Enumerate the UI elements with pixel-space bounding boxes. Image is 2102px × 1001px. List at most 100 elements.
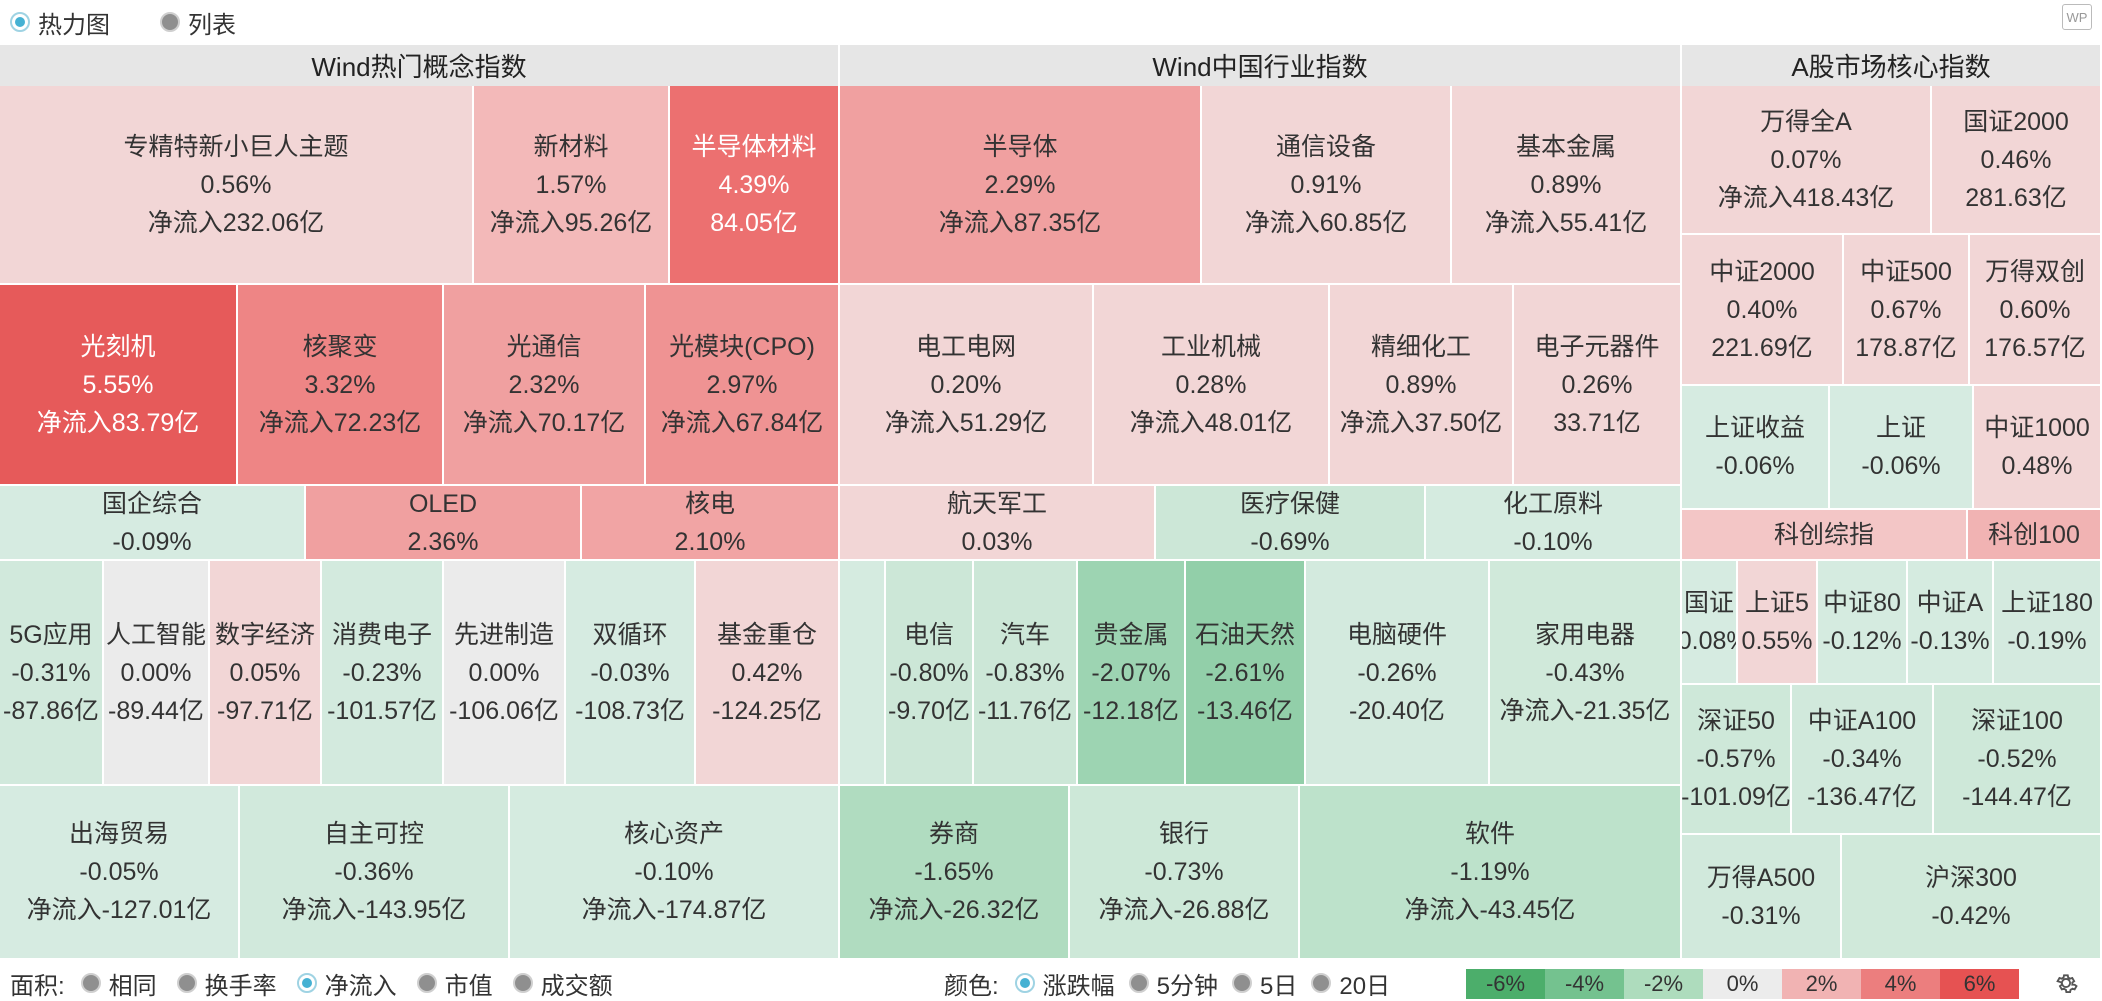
tile-45[interactable]: 上证收益 -0.06% — [1682, 386, 1830, 510]
radio-unselected-icon — [160, 12, 180, 32]
tile-37[interactable]: 券商 -1.65% 净流入-26.32亿 — [840, 786, 1070, 960]
tile-49[interactable]: 科创100 — [1968, 510, 2102, 561]
area-label: 面积: — [10, 972, 65, 1000]
radio-unselected-icon — [1311, 973, 1332, 993]
area-option-turnover[interactable]: 换手率 — [176, 966, 277, 1001]
area-option-volume[interactable]: 成交额 — [512, 966, 613, 1001]
radio-unselected-icon — [1128, 973, 1149, 993]
tile-14[interactable]: 先进制造 0.00% -106.06亿 — [444, 561, 566, 786]
tile-38[interactable]: 银行 -0.73% 净流入-26.88亿 — [1070, 786, 1300, 960]
color-option-5day[interactable]: 5日 — [1232, 966, 1297, 1001]
tile-1[interactable]: 新材料 1.57% 净流入95.26亿 — [474, 86, 670, 285]
tile-24[interactable]: 工业机械 0.28% 净流入48.01亿 — [1094, 285, 1330, 486]
radio-selected-icon — [296, 973, 317, 993]
view-toggle: 热力图 列表 — [10, 4, 256, 40]
tile-34[interactable]: 石油天然 -2.61% -13.46亿 — [1186, 561, 1306, 786]
tile-19[interactable]: 核心资产 -0.10% 净流入-174.87亿 — [510, 786, 840, 960]
tile-27[interactable]: 航天军工 0.03% — [840, 486, 1156, 561]
radio-unselected-icon — [80, 973, 101, 993]
tile-31[interactable]: 电信 -0.80% -9.70亿 — [886, 561, 974, 786]
tile-25[interactable]: 精细化工 0.89% 净流入37.50亿 — [1330, 285, 1514, 486]
tile-30[interactable] — [840, 561, 886, 786]
tile-53[interactable]: 中证A -0.13% — [1908, 561, 1994, 685]
tile-33[interactable]: 贵金属 -2.07% -12.18亿 — [1078, 561, 1186, 786]
color-label: 颜色: — [944, 972, 999, 1000]
tile-2[interactable]: 半导体材料 4.39% 84.05亿 — [670, 86, 840, 285]
area-option-netflow[interactable]: 净流入 — [296, 966, 397, 1001]
tile-20[interactable]: 半导体 2.29% 净流入87.35亿 — [840, 86, 1202, 285]
tile-5[interactable]: 光通信 2.32% 净流入70.17亿 — [444, 285, 646, 486]
tile-35[interactable]: 电脑硬件 -0.26% -20.40亿 — [1306, 561, 1490, 786]
tile-3[interactable]: 光刻机 5.55% 净流入83.79亿 — [0, 285, 238, 486]
legend-cell: -4% — [1545, 969, 1624, 999]
tile-40[interactable]: 万得全A 0.07% 净流入418.43亿 — [1682, 86, 1932, 235]
section-header-concepts: Wind热门概念指数 — [0, 45, 840, 86]
wp-logo-icon: WP — [2062, 4, 2092, 30]
tile-18[interactable]: 自主可控 -0.36% 净流入-143.95亿 — [240, 786, 510, 960]
tile-50[interactable]: 国证-0.08% — [1682, 561, 1738, 685]
tile-9[interactable]: 核电 2.10% — [582, 486, 840, 561]
tile-17[interactable]: 出海贸易 -0.05% 净流入-127.01亿 — [0, 786, 240, 960]
tile-10[interactable]: 5G应用 -0.31% -87.86亿 — [0, 561, 104, 786]
radio-unselected-icon — [416, 973, 437, 993]
view-option-list[interactable]: 列表 — [160, 5, 236, 40]
tile-28[interactable]: 医疗保健 -0.69% — [1156, 486, 1426, 561]
radio-unselected-icon — [1232, 973, 1253, 993]
legend-cell: 4% — [1861, 969, 1940, 999]
tile-15[interactable]: 双循环 -0.03% -108.73亿 — [566, 561, 696, 786]
tile-51[interactable]: 上证5 0.55% — [1738, 561, 1818, 685]
tile-22[interactable]: 基本金属 0.89% 净流入55.41亿 — [1452, 86, 1682, 285]
color-option-5min[interactable]: 5分钟 — [1128, 966, 1218, 1001]
tile-46[interactable]: 上证 -0.06% — [1830, 386, 1974, 510]
tile-44[interactable]: 万得双创 0.60% 176.57亿 — [1970, 235, 2102, 386]
tile-36[interactable]: 家用电器 -0.43% 净流入-21.35亿 — [1490, 561, 1682, 786]
tile-21[interactable]: 通信设备 0.91% 净流入60.85亿 — [1202, 86, 1452, 285]
tile-0[interactable]: 专精特新小巨人主题 0.56% 净流入232.06亿 — [0, 86, 474, 285]
area-selector: 面积: 相同 换手率 净流入 市值 成交额 — [10, 966, 633, 1000]
tile-41[interactable]: 国证2000 0.46% 281.63亿 — [1932, 86, 2102, 235]
tile-54[interactable]: 上证180 -0.19% — [1994, 561, 2102, 685]
legend-cell: 2% — [1782, 969, 1861, 999]
tile-52[interactable]: 中证80 -0.12% — [1818, 561, 1908, 685]
tile-16[interactable]: 基金重仓 0.42% -124.25亿 — [696, 561, 840, 786]
area-option-marketcap[interactable]: 市值 — [416, 966, 493, 1001]
tile-43[interactable]: 中证500 0.67% 178.87亿 — [1844, 235, 1970, 386]
area-option-same[interactable]: 相同 — [80, 966, 157, 1001]
tile-55[interactable]: 深证50 -0.57% -101.09亿 — [1682, 685, 1792, 835]
legend-cell: 6% — [1940, 969, 2019, 999]
tile-13[interactable]: 消费电子 -0.23% -101.57亿 — [322, 561, 444, 786]
legend-cell: -6% — [1466, 969, 1545, 999]
tile-8[interactable]: OLED 2.36% — [306, 486, 582, 561]
section-header-core-indices: A股市场核心指数 — [1682, 45, 2102, 86]
tile-4[interactable]: 核聚变 3.32% 净流入72.23亿 — [238, 285, 444, 486]
tile-23[interactable]: 电工电网 0.20% 净流入51.29亿 — [840, 285, 1094, 486]
legend-cell: 0% — [1703, 969, 1782, 999]
tile-58[interactable]: 万得A500 -0.31% — [1682, 835, 1842, 960]
tile-12[interactable]: 数字经济 0.05% -97.71亿 — [210, 561, 322, 786]
view-option-heatmap[interactable]: 热力图 — [10, 5, 110, 40]
gear-icon-svg — [2056, 974, 2078, 994]
radio-selected-icon — [1014, 973, 1035, 993]
gear-icon[interactable] — [2048, 966, 2084, 1000]
tile-39[interactable]: 软件 -1.19% 净流入-43.45亿 — [1300, 786, 1682, 960]
tile-6[interactable]: 光模块(CPO) 2.97% 净流入67.84亿 — [646, 285, 840, 486]
tile-56[interactable]: 中证A100 -0.34% -136.47亿 — [1792, 685, 1934, 835]
radio-unselected-icon — [176, 973, 197, 993]
tile-42[interactable]: 中证2000 0.40% 221.69亿 — [1682, 235, 1844, 386]
color-option-change[interactable]: 涨跌幅 — [1014, 966, 1115, 1001]
color-selector: 颜色: 涨跌幅 5分钟 5日 20日 — [944, 966, 1390, 1000]
tile-11[interactable]: 人工智能 0.00% -89.44亿 — [104, 561, 210, 786]
tile-26[interactable]: 电子元器件 0.26% 33.71亿 — [1514, 285, 1682, 486]
color-option-20day[interactable]: 20日 — [1311, 966, 1390, 1001]
tile-47[interactable]: 中证1000 0.48% — [1974, 386, 2102, 510]
tile-48[interactable]: 科创综指 — [1682, 510, 1968, 561]
tile-32[interactable]: 汽车 -0.83% -11.76亿 — [974, 561, 1078, 786]
tile-29[interactable]: 化工原料 -0.10% — [1426, 486, 1682, 561]
tile-7[interactable]: 国企综合 -0.09% — [0, 486, 306, 561]
section-header-industries: Wind中国行业指数 — [840, 45, 1682, 86]
heatmap-treemap: 专精特新小巨人主题 0.56% 净流入232.06亿 新材料 1.57% 净流入95.2… — [0, 86, 2102, 960]
legend-cell: -2% — [1624, 969, 1703, 999]
tile-57[interactable]: 深证100 -0.52% -144.47亿 — [1934, 685, 2102, 835]
radio-unselected-icon — [512, 973, 533, 993]
tile-59[interactable]: 沪深300 -0.42% — [1842, 835, 2102, 960]
